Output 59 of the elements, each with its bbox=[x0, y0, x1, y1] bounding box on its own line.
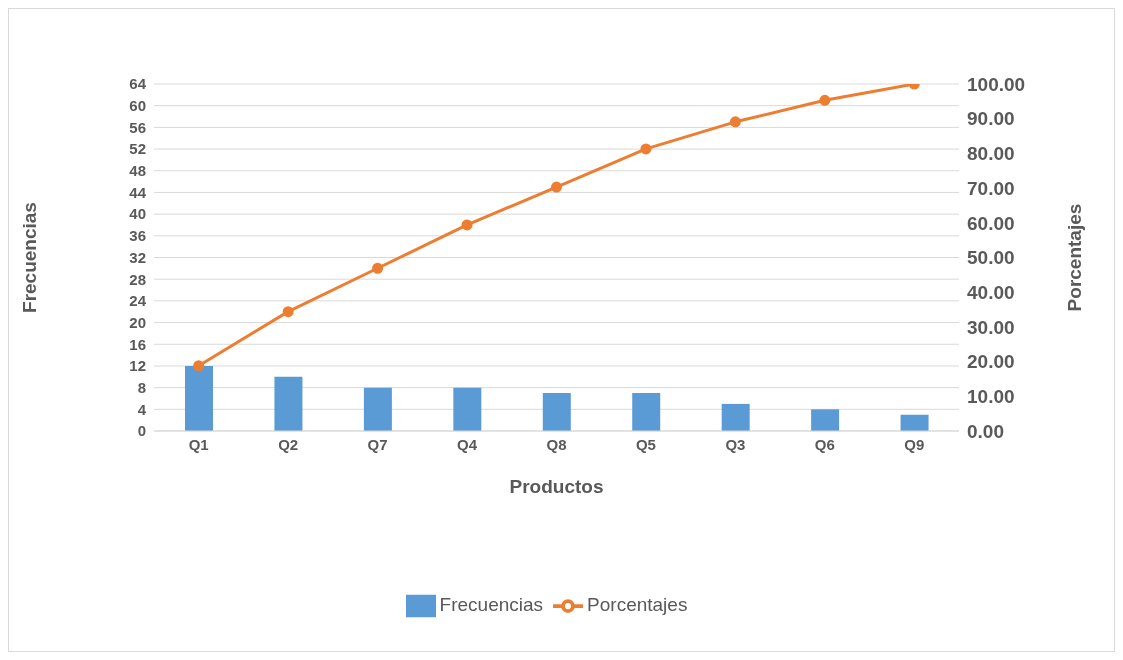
y-tick-label: 12 bbox=[129, 357, 146, 375]
x-tick-label: Q3 bbox=[725, 435, 746, 453]
bar bbox=[363, 387, 392, 431]
bar bbox=[811, 409, 840, 431]
y2-tick-label: 20.00 bbox=[967, 351, 1015, 373]
x-tick-label: Q2 bbox=[278, 435, 299, 453]
y2-tick-label: 40.00 bbox=[967, 281, 1015, 303]
y-tick-label: 36 bbox=[129, 227, 146, 245]
bar bbox=[185, 365, 213, 431]
bar bbox=[721, 403, 750, 431]
y2-axis-title: Porcentajes bbox=[1063, 203, 1085, 312]
y-tick-label: 20 bbox=[129, 313, 146, 331]
point bbox=[372, 262, 384, 274]
bar bbox=[900, 414, 929, 431]
y-tick-label: 24 bbox=[129, 292, 147, 310]
x-tick-label: Q4 bbox=[457, 435, 478, 453]
legend-label: Frecuencias bbox=[439, 594, 544, 616]
y-tick-label: 28 bbox=[129, 270, 146, 288]
point bbox=[461, 219, 473, 231]
y2-tick-label: 60.00 bbox=[967, 212, 1015, 234]
y2-tick-label: 10.00 bbox=[967, 386, 1015, 408]
y-tick-label: 0 bbox=[137, 422, 146, 440]
bar bbox=[453, 387, 482, 431]
bar bbox=[542, 393, 571, 431]
y-tick-label: 56 bbox=[129, 118, 146, 136]
y-tick-label: 64 bbox=[129, 75, 147, 93]
bar bbox=[632, 393, 661, 431]
point bbox=[640, 143, 652, 155]
x-tick-label: Q5 bbox=[635, 435, 656, 453]
y-tick-label: 4 bbox=[137, 400, 147, 418]
point bbox=[282, 306, 294, 318]
y-tick-label: 32 bbox=[129, 248, 146, 266]
y2-tick-label: 90.00 bbox=[967, 108, 1015, 130]
x-tick-label: Q6 bbox=[814, 435, 835, 453]
y2-tick-label: 70.00 bbox=[967, 177, 1015, 199]
y2-tick-label: 30.00 bbox=[967, 316, 1015, 338]
x-tick-label: Q7 bbox=[367, 435, 388, 453]
y2-tick-label: 80.00 bbox=[967, 143, 1015, 165]
y-tick-label: 16 bbox=[129, 335, 146, 353]
y2-tick-label: 0.00 bbox=[967, 420, 1004, 442]
y2-tick-label: 100.00 bbox=[967, 73, 1026, 95]
y-tick-label: 44 bbox=[129, 183, 147, 201]
y-axis-title: Frecuencias bbox=[18, 202, 40, 313]
x-tick-label: Q8 bbox=[546, 435, 567, 453]
x-tick-label: Q1 bbox=[188, 435, 209, 453]
point bbox=[819, 94, 831, 106]
y-tick-label: 48 bbox=[129, 162, 146, 180]
point bbox=[193, 360, 205, 372]
y-tick-label: 52 bbox=[129, 140, 146, 158]
y-tick-label: 8 bbox=[137, 378, 146, 396]
y-tick-label: 60 bbox=[129, 97, 146, 115]
y-tick-label: 40 bbox=[129, 205, 146, 223]
y2-tick-label: 50.00 bbox=[967, 247, 1015, 269]
x-tick-label: Q9 bbox=[904, 435, 925, 453]
x-axis-title: Productos bbox=[509, 476, 604, 497]
point bbox=[551, 181, 562, 193]
legend-label: Porcentajes bbox=[587, 594, 688, 616]
point bbox=[729, 116, 741, 128]
bar bbox=[274, 376, 303, 431]
